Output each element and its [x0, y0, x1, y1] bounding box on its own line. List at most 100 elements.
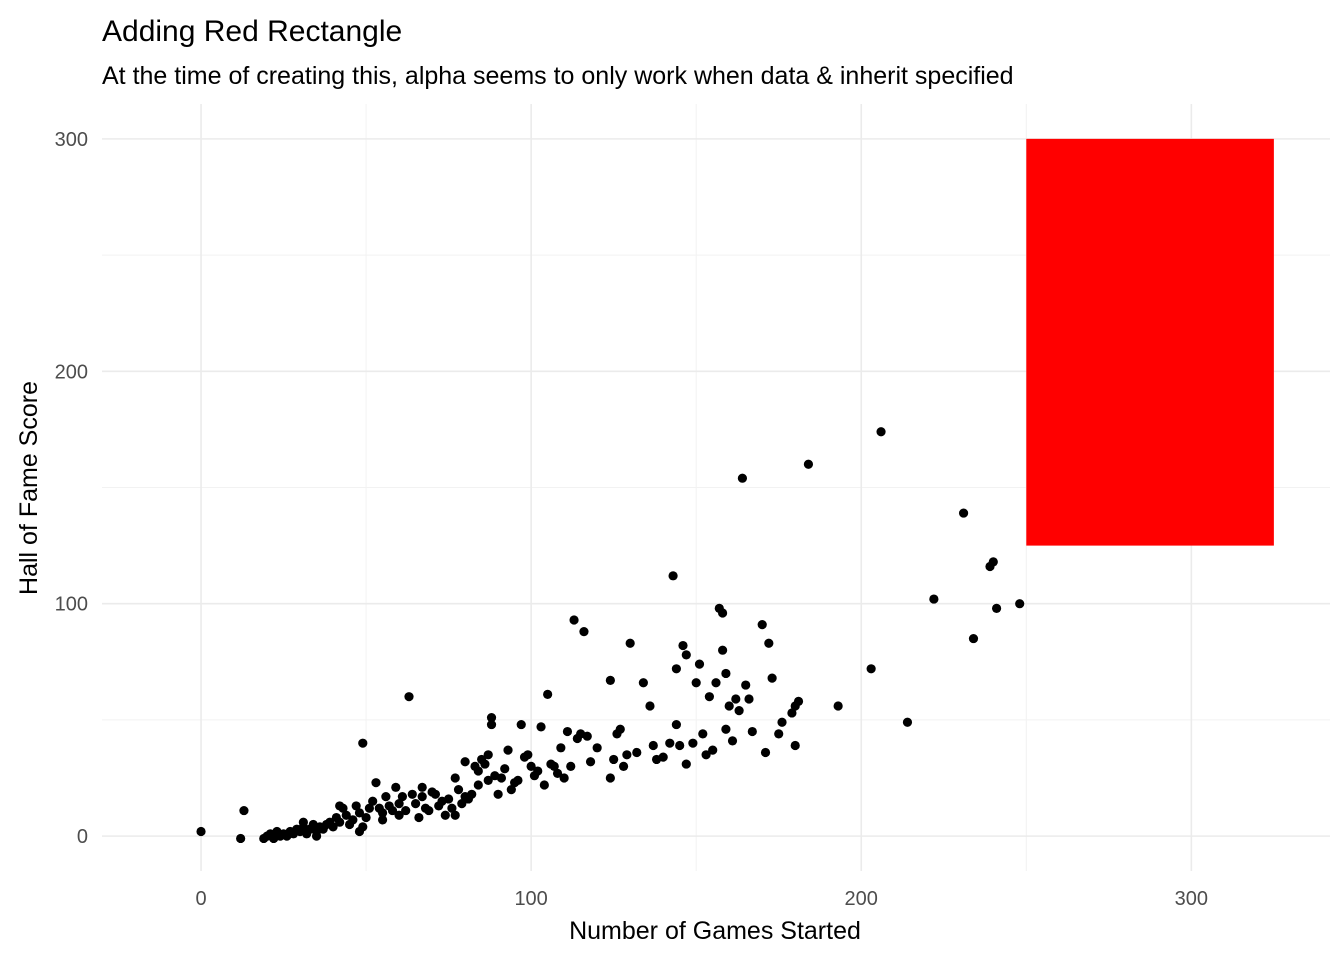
data-point — [493, 789, 503, 799]
data-point — [727, 736, 738, 746]
data-point — [767, 673, 777, 683]
data-point — [632, 747, 642, 758]
red-rectangle — [1026, 138, 1274, 546]
data-point — [876, 427, 886, 437]
data-point — [417, 792, 427, 802]
data-point — [335, 817, 345, 827]
data-point — [747, 726, 757, 737]
chart-title: Adding Red Rectangle — [102, 15, 402, 48]
data-point — [368, 796, 378, 806]
data-point — [625, 638, 635, 648]
data-point — [694, 659, 705, 669]
data-point — [605, 675, 615, 686]
data-point — [721, 724, 731, 734]
data-point — [526, 761, 536, 772]
data-point — [457, 798, 467, 809]
data-point — [543, 689, 553, 699]
data-point — [741, 680, 751, 690]
x-tick-label: 300 — [1175, 888, 1208, 910]
y-tick-label: 0 — [77, 826, 88, 848]
data-point — [618, 761, 629, 772]
data-point — [407, 789, 417, 799]
data-point — [460, 757, 470, 767]
data-point — [721, 668, 731, 679]
data-point — [665, 738, 675, 748]
data-point — [533, 766, 543, 776]
data-point — [444, 794, 454, 804]
data-point — [582, 731, 592, 741]
data-point — [760, 747, 771, 758]
data-point — [467, 789, 477, 799]
data-point — [328, 822, 338, 832]
data-point — [450, 773, 460, 783]
data-point — [774, 729, 784, 739]
data-point — [638, 678, 648, 688]
data-point — [536, 722, 546, 732]
data-point — [645, 701, 655, 711]
data-point — [718, 608, 728, 618]
data-point — [681, 759, 691, 769]
data-point — [724, 701, 734, 711]
data-point — [562, 726, 573, 737]
data-point — [394, 810, 404, 820]
data-point — [196, 826, 206, 837]
data-point — [381, 792, 391, 802]
y-tick-label: 200 — [55, 361, 88, 383]
data-point — [414, 812, 424, 823]
data-point — [358, 822, 368, 832]
data-point — [734, 706, 744, 716]
data-point — [447, 803, 457, 813]
data-point — [486, 719, 497, 730]
data-point — [430, 789, 441, 799]
data-point — [585, 757, 596, 767]
data-point — [473, 780, 483, 790]
data-point — [523, 750, 533, 760]
points-layer — [196, 427, 1025, 844]
data-point — [675, 740, 685, 751]
data-point — [681, 650, 691, 660]
data-point — [411, 798, 421, 809]
data-point — [473, 766, 483, 776]
data-point — [793, 696, 804, 706]
y-tick-label: 100 — [55, 594, 88, 616]
data-point — [744, 694, 754, 704]
data-point — [500, 764, 510, 774]
x-tick-labels: 0 100 200 300 — [195, 888, 1208, 910]
data-point — [668, 571, 678, 581]
data-point — [757, 620, 767, 630]
data-point — [968, 633, 979, 644]
data-point — [417, 782, 427, 792]
data-point — [731, 694, 741, 704]
data-point — [239, 805, 249, 816]
data-point — [341, 810, 351, 820]
data-point — [698, 729, 708, 739]
data-point — [424, 805, 434, 816]
data-point — [678, 640, 688, 651]
data-point — [539, 780, 549, 790]
chart-subtitle: At the time of creating this, alpha seem… — [102, 62, 1014, 90]
data-point — [364, 803, 374, 813]
data-point — [483, 775, 493, 785]
data-point — [764, 638, 774, 648]
data-point — [483, 750, 493, 760]
data-point — [348, 815, 358, 825]
data-point — [496, 773, 507, 783]
data-point — [671, 664, 681, 674]
data-point — [615, 724, 625, 734]
data-point — [387, 805, 398, 816]
data-point — [704, 692, 714, 702]
data-point — [566, 761, 576, 772]
data-point — [658, 752, 668, 762]
data-point — [833, 701, 843, 711]
data-point — [394, 798, 404, 809]
data-point — [711, 678, 721, 688]
data-point — [790, 740, 800, 751]
data-point — [988, 557, 998, 567]
data-point — [397, 792, 407, 802]
data-point — [401, 805, 411, 816]
data-point — [777, 717, 787, 727]
data-point — [688, 738, 698, 748]
data-point — [377, 815, 388, 825]
data-point — [480, 759, 490, 769]
x-tick-label: 200 — [845, 888, 878, 910]
